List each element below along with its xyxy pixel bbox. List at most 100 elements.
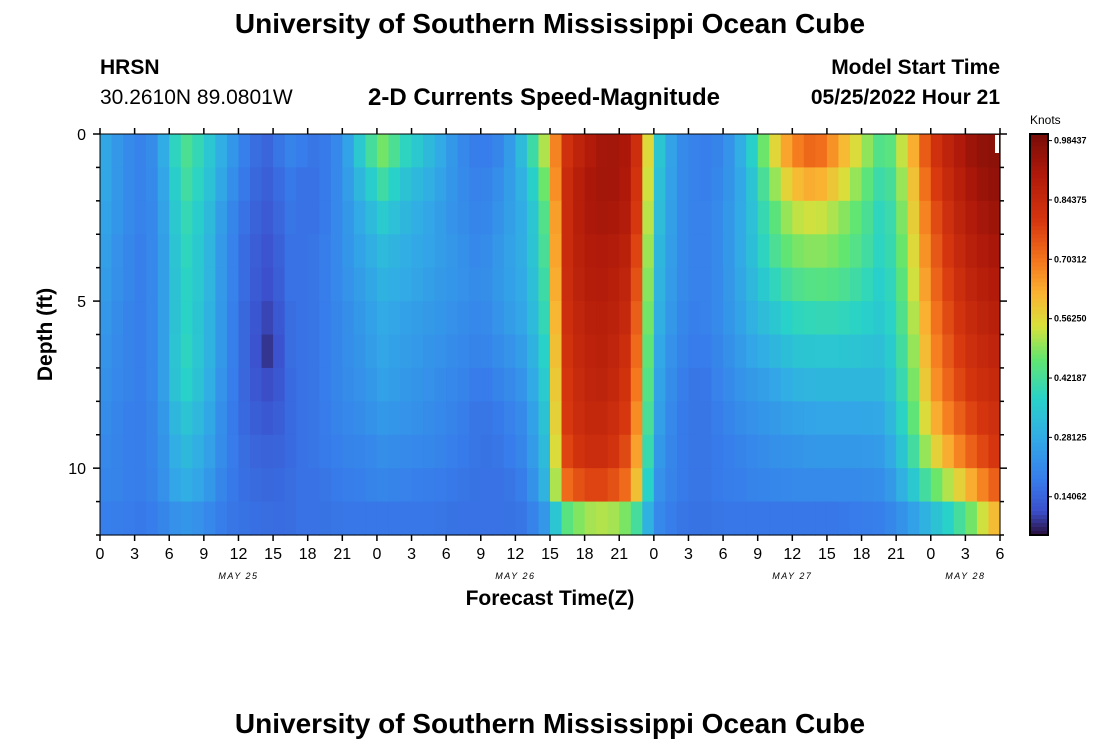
- heatmap-cell: [861, 167, 874, 202]
- second-page-title: University of Southern Mississippi Ocean…: [234, 708, 866, 739]
- heatmap-cell: [746, 434, 759, 469]
- heatmap-cell: [884, 334, 897, 369]
- heatmap-cell: [503, 468, 516, 503]
- heatmap-cell: [400, 167, 413, 202]
- heatmap-cell: [411, 134, 424, 169]
- x-tick-label: 3: [961, 546, 970, 563]
- heatmap-cell: [250, 401, 263, 436]
- heatmap-cell: [457, 434, 470, 469]
- heatmap-cell: [480, 434, 493, 469]
- colorbar-tick-label: 0.56250: [1054, 314, 1087, 324]
- heatmap-cell: [561, 501, 574, 536]
- heatmap-cell: [250, 367, 263, 402]
- heatmap-cell: [203, 267, 216, 302]
- heatmap-cell: [769, 334, 782, 369]
- heatmap-cell: [238, 167, 251, 202]
- x-tick-label: 18: [853, 546, 871, 563]
- heatmap-cell: [284, 200, 297, 235]
- heatmap-cell: [630, 134, 643, 169]
- heatmap-cell: [192, 267, 205, 302]
- heatmap-cell: [365, 200, 378, 235]
- colorbar-segment: [1030, 330, 1048, 336]
- x-tick-label: 12: [230, 546, 248, 563]
- heatmap-cell: [953, 501, 966, 536]
- heatmap-cell: [769, 134, 782, 169]
- heatmap-cell: [734, 234, 747, 269]
- colorbar-frame: [1029, 133, 1049, 536]
- heatmap-cell: [919, 267, 932, 302]
- heatmap-cell: [792, 134, 805, 169]
- heatmap-cell: [319, 134, 332, 169]
- heatmap-cell: [723, 501, 736, 536]
- heatmap-cell: [134, 267, 147, 302]
- heatmap-cell: [457, 200, 470, 235]
- heatmap-cell: [503, 434, 516, 469]
- heatmap-cell: [896, 267, 909, 302]
- colorbar-segment: [1030, 430, 1048, 436]
- heatmap-cell: [296, 367, 309, 402]
- heatmap-cell: [596, 267, 609, 302]
- heatmap-cell: [734, 401, 747, 436]
- heatmap-cell: [688, 501, 701, 536]
- colorbar-segment: [1030, 398, 1048, 404]
- heatmap-cell: [123, 267, 136, 302]
- heatmap-cell: [538, 134, 551, 169]
- heatmap-cell: [457, 367, 470, 402]
- colorbar-segment: [1030, 502, 1048, 508]
- heatmap-cell: [942, 167, 955, 202]
- heatmap-cell: [457, 334, 470, 369]
- colorbar-segment: [1030, 470, 1048, 476]
- heatmap-cell: [550, 401, 563, 436]
- heatmap-cell: [953, 234, 966, 269]
- heatmap-cell: [769, 301, 782, 336]
- heatmap-cell: [261, 468, 274, 503]
- colorbar-segment: [1030, 414, 1048, 420]
- heatmap-cell: [873, 200, 886, 235]
- heatmap-cell: [792, 200, 805, 235]
- heatmap-cell: [157, 167, 170, 202]
- heatmap-cell: [826, 434, 840, 469]
- heatmap-cell: [988, 234, 1001, 269]
- heatmap-cell: [215, 367, 228, 402]
- y-tick-label: 0: [77, 127, 86, 144]
- heatmap-cell: [930, 501, 943, 536]
- heatmap-cell: [688, 167, 701, 202]
- heatmap-cell: [665, 267, 678, 302]
- heatmap-cell: [538, 200, 551, 235]
- heatmap-cell: [665, 334, 678, 369]
- heatmap-cell: [550, 134, 563, 169]
- heatmap-cell: [180, 167, 193, 202]
- heatmap-cell: [526, 167, 540, 202]
- heatmap-cell: [884, 167, 897, 202]
- heatmap-cell: [423, 234, 436, 269]
- x-tick-label: 3: [407, 546, 416, 563]
- heatmap-cell: [273, 301, 286, 336]
- heatmap-cell: [907, 167, 920, 202]
- colorbar-segment: [1030, 438, 1048, 444]
- heatmap-cell: [146, 468, 159, 503]
- heatmap-cell: [896, 401, 909, 436]
- colorbar-segment: [1030, 366, 1048, 372]
- heatmap-cell: [815, 501, 828, 536]
- colorbar-segment: [1030, 302, 1048, 308]
- heatmap-cell: [676, 401, 690, 436]
- heatmap-cell: [515, 501, 528, 536]
- colorbar-tick-label: 0.84375: [1054, 195, 1087, 205]
- heatmap-cell: [319, 234, 332, 269]
- heatmap-cell: [261, 501, 274, 536]
- x-tick-label: 0: [96, 546, 105, 563]
- heatmap-cell: [803, 267, 816, 302]
- heatmap-cell: [861, 334, 874, 369]
- heatmap-cell: [803, 167, 816, 202]
- heatmap-cell: [630, 367, 643, 402]
- heatmap-cell: [284, 334, 297, 369]
- x-tick-label: 15: [818, 546, 836, 563]
- colorbar-segment: [1030, 402, 1048, 408]
- heatmap-cell: [423, 501, 436, 536]
- heatmap-cell: [307, 468, 320, 503]
- heatmap-cell: [180, 401, 193, 436]
- heatmap-cell: [630, 301, 643, 336]
- heatmap-cell: [446, 468, 459, 503]
- heatmap-cell: [284, 501, 297, 536]
- heatmap-cell: [515, 301, 528, 336]
